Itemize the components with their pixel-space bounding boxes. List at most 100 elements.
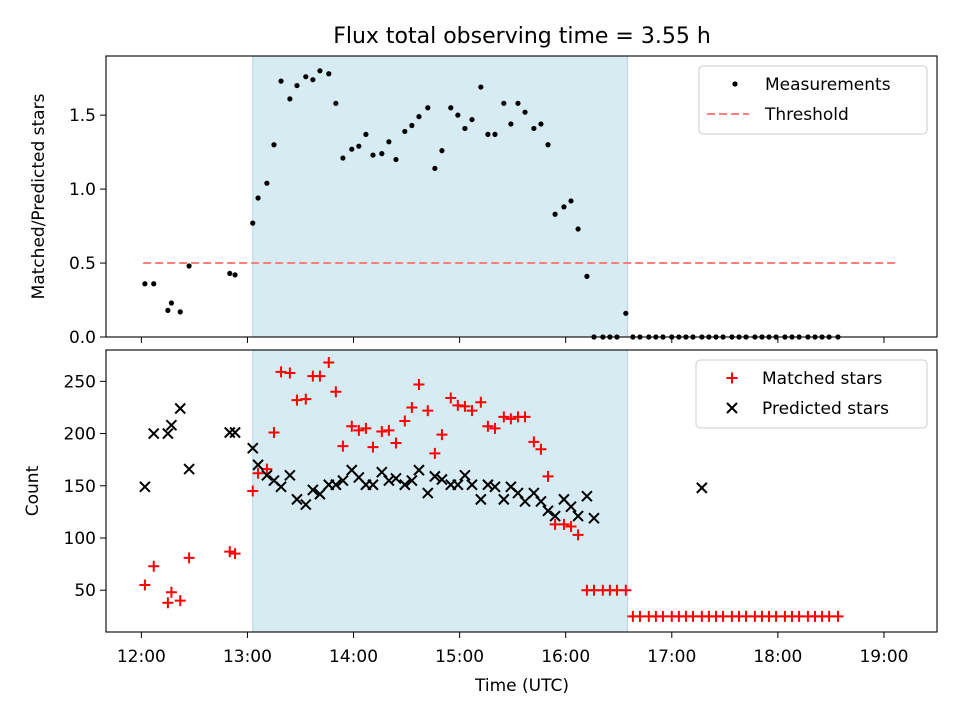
predicted-stars-point <box>422 487 434 499</box>
measurements-point <box>151 281 157 287</box>
legend-marker <box>726 372 738 384</box>
predicted-stars-point <box>429 470 441 483</box>
predicted-stars-point <box>148 427 160 440</box>
matched-stars-point <box>139 579 151 591</box>
matched-stars-point <box>330 386 342 398</box>
matched-stars-point <box>162 597 174 609</box>
measurements-point <box>462 125 468 132</box>
measurements-point <box>287 96 293 102</box>
predicted-stars-point <box>261 469 273 482</box>
panel-counts: 50 100 150 200 250 12:00 13:00 14:00 15:00 16:00 1… <box>23 349 938 667</box>
matched-stars-point <box>323 357 335 369</box>
predicted-stars-point <box>581 490 593 502</box>
plot-frame <box>105 55 938 338</box>
measurements-point <box>448 105 454 111</box>
legend-box <box>698 65 928 135</box>
matched-stars-point <box>832 610 844 622</box>
legend-label: Threshold <box>764 105 849 125</box>
predicted-stars-point <box>588 512 600 524</box>
measurements-point <box>455 112 461 118</box>
predicted-stars-point <box>275 481 287 493</box>
measurements-point <box>264 180 270 186</box>
predicted-stars-point <box>139 481 151 493</box>
measurements-point <box>227 270 233 277</box>
matched-stars-point <box>367 441 379 453</box>
measurements-point <box>478 84 484 90</box>
predicted-stars-point <box>307 484 319 496</box>
matched-stars-point <box>353 424 365 436</box>
predicted-stars-point <box>183 463 195 475</box>
measurements-point <box>439 148 445 154</box>
measurements-point <box>326 71 332 77</box>
matched-stars-point <box>390 437 402 449</box>
y-axis-label: Count <box>23 465 43 516</box>
matched-stars-point <box>183 552 195 564</box>
predicted-stars-point <box>572 510 584 522</box>
matched-stars-point <box>376 425 388 437</box>
matched-stars-point <box>445 392 457 404</box>
measurements-point <box>186 263 192 269</box>
measurements-point <box>492 131 498 137</box>
panel-ratio: 0.0 0.5 1.0 1.5 Matched/Predicted stars Measu… <box>29 55 938 348</box>
measurements-point <box>165 307 171 313</box>
predicted-stars-point <box>229 426 241 439</box>
predicted-stars-point <box>535 495 547 508</box>
measurements-point <box>584 273 590 279</box>
matched-stars-point <box>314 370 326 382</box>
measurements-point <box>623 310 629 316</box>
y-tick-label: 1.0 <box>69 180 96 200</box>
measurements-point <box>310 77 316 83</box>
matched-stars-point <box>459 400 471 412</box>
matched-stars-point <box>229 548 241 560</box>
matched-stars-point <box>337 440 349 452</box>
legend-box <box>695 359 928 429</box>
predicted-stars-point <box>459 469 471 482</box>
legend-label: Measurements <box>765 75 891 95</box>
predicted-stars-point <box>291 493 303 506</box>
y-tick-label: 250 <box>64 372 96 392</box>
measurements-point <box>356 143 362 149</box>
matched-stars-point <box>291 394 303 406</box>
predicted-stars-point <box>252 459 264 471</box>
matched-stars-point <box>174 595 186 607</box>
y-tick-label: 0.5 <box>69 254 96 274</box>
measurements-point <box>402 128 408 135</box>
matched-stars-point <box>498 411 510 423</box>
measurements-point <box>409 122 415 129</box>
x-tick-label: 18:00 <box>753 647 802 667</box>
matched-stars-point <box>422 405 434 417</box>
predicted-stars-point <box>367 479 379 491</box>
matched-stars-point <box>565 521 577 533</box>
matched-stars-point <box>247 485 259 497</box>
predicted-stars-point <box>165 419 178 431</box>
matched-stars-point <box>165 586 177 598</box>
predicted-stars-point <box>383 474 395 487</box>
matched-stars-point <box>489 422 501 434</box>
predicted-stars-point <box>542 505 554 517</box>
observing-window-band <box>252 350 628 632</box>
measurements-point <box>349 146 355 152</box>
matched-stars-point <box>275 366 287 378</box>
matched-stars-point <box>284 367 296 379</box>
predicted-stars-point <box>300 498 312 511</box>
matched-stars-point <box>436 429 448 441</box>
measurements-point <box>432 165 438 171</box>
matched-stars-point <box>346 420 358 432</box>
measurements-point <box>561 204 567 210</box>
observing-window-band <box>252 56 628 337</box>
measurements-point <box>469 116 475 123</box>
predicted-stars-point <box>314 488 326 500</box>
predicted-stars-point <box>337 474 349 487</box>
x-tick-label: 19:00 <box>859 647 908 667</box>
measurements-point <box>370 152 376 158</box>
predicted-stars-point <box>466 479 478 491</box>
predicted-stars-point <box>436 473 448 486</box>
predicted-stars-point <box>284 469 296 482</box>
x-tick-label: 14:00 <box>329 647 378 667</box>
predicted-stars-point <box>452 479 464 491</box>
matched-stars-point <box>413 378 425 390</box>
matched-stars-point <box>429 447 441 459</box>
legend: Measurements Threshold <box>698 65 928 135</box>
matched-stars-point <box>528 436 540 448</box>
